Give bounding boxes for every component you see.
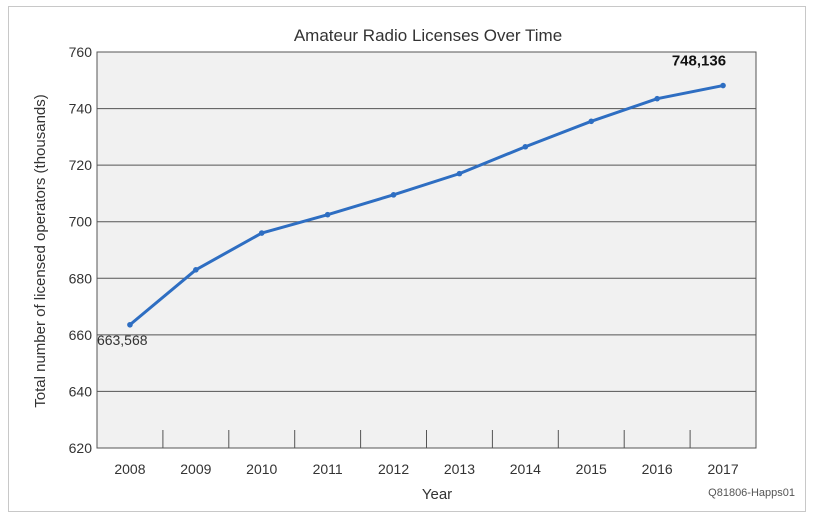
x-tick-label: 2014 — [510, 461, 541, 477]
x-tick-label: 2009 — [180, 461, 211, 477]
x-tick-label: 2012 — [378, 461, 409, 477]
data-point — [390, 192, 397, 198]
data-point — [456, 170, 463, 177]
chart-frame — [8, 6, 806, 512]
y-tick-label: 720 — [69, 157, 93, 173]
data-point — [654, 95, 660, 102]
x-tick-label: 2008 — [114, 461, 145, 477]
y-tick-label: 640 — [69, 383, 93, 399]
x-tick-label: 2013 — [444, 461, 475, 477]
plot-area — [96, 51, 757, 449]
y-tick-label: 700 — [69, 214, 93, 230]
data-point — [258, 230, 265, 236]
y-tick-label: 760 — [69, 44, 93, 60]
y-tick-label: 680 — [69, 270, 93, 286]
x-tick-label: 2016 — [642, 461, 673, 477]
y-tick-label: 660 — [69, 327, 93, 343]
x-axis-label: Year — [422, 486, 452, 503]
x-tick-label: 2010 — [246, 461, 277, 477]
start-value-label: 663,568 — [97, 332, 148, 348]
chart-title: Amateur Radio Licenses Over Time — [294, 26, 562, 45]
data-point — [193, 267, 199, 273]
data-point — [127, 321, 133, 328]
data-point — [324, 211, 331, 218]
end-value-label: 748,136 — [672, 53, 726, 70]
series-line — [128, 84, 724, 326]
y-axis-label: Total number of licensed operators (thou… — [32, 94, 49, 408]
x-tick-label: 2015 — [576, 461, 607, 477]
source-note: Q81806-Happs01 — [708, 487, 795, 499]
x-tick-label: 2011 — [313, 461, 343, 477]
data-point — [522, 143, 529, 150]
x-tick-label: 2017 — [707, 461, 738, 477]
y-tick-label: 740 — [69, 101, 93, 117]
y-tick-label: 620 — [69, 440, 93, 456]
data-point — [588, 118, 595, 125]
data-point — [720, 82, 726, 89]
